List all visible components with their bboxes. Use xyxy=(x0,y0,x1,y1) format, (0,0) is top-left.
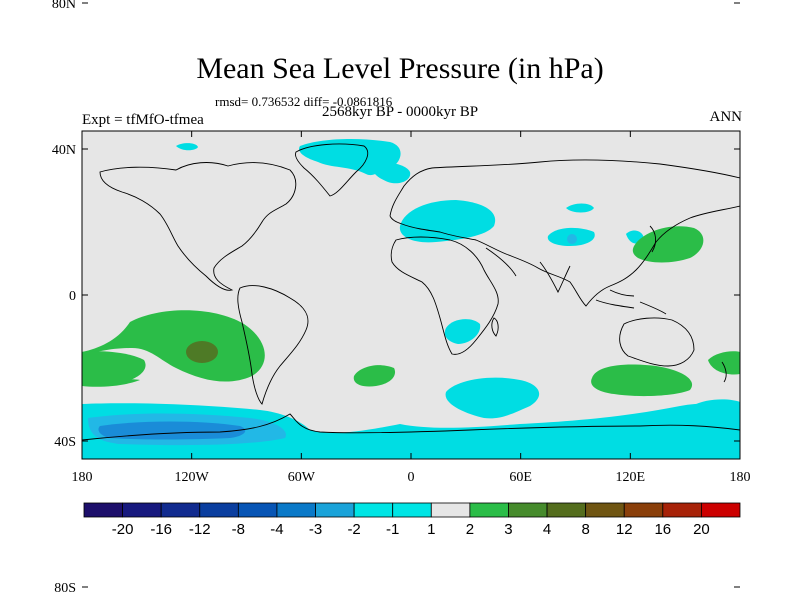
color-bar-swatch xyxy=(662,502,702,518)
color-bar-label: 16 xyxy=(654,521,671,538)
color-bar-label: -1 xyxy=(386,521,399,538)
color-bar-swatch xyxy=(83,502,123,518)
lon-tick-label: 120W xyxy=(175,470,210,485)
south-pacific-high-core xyxy=(186,341,218,363)
coast-africa xyxy=(390,236,499,355)
coast-greenland xyxy=(295,143,369,197)
coast-antarctica xyxy=(82,413,740,441)
color-bar-swatch xyxy=(353,502,394,518)
coast-south-america xyxy=(237,285,309,405)
southern-africa-low xyxy=(444,319,481,344)
color-bar-swatch xyxy=(392,502,432,518)
europe-mediterranean-low xyxy=(399,200,496,243)
alaska-low xyxy=(176,143,198,151)
lon-tick-label: 180 xyxy=(72,470,93,485)
color-bar-label: 2 xyxy=(466,521,474,538)
lon-tick-label: 180 xyxy=(730,470,751,485)
color-bar-label: -3 xyxy=(309,521,322,538)
color-bar-swatch xyxy=(199,502,239,518)
coast-se-asia xyxy=(595,289,667,315)
color-bar-label: -8 xyxy=(232,521,245,538)
coast-north-america xyxy=(99,162,297,291)
color-bar-swatch xyxy=(508,502,548,518)
color-bar-label: 20 xyxy=(693,521,710,538)
southern-ocean-anomaly xyxy=(82,403,740,459)
color-bar-swatch xyxy=(276,502,316,518)
lon-tick-label: 60E xyxy=(509,470,532,485)
stats-label: rmsd= 0.736532 diff= -0.0861816 xyxy=(215,94,393,109)
australia-south-high xyxy=(591,364,693,397)
color-bar-swatch xyxy=(160,502,201,518)
coast-madagascar xyxy=(491,317,499,337)
anomaly-fields xyxy=(82,138,740,459)
lon-tick-label: 120E xyxy=(616,470,646,485)
period-label: 2568kyr BP - 0000kyr BP xyxy=(322,104,479,120)
lat-tick-label: 80S xyxy=(54,581,76,596)
south-atlantic-high xyxy=(353,365,396,387)
latitude-axis: 80N 40N 0 40S 80S xyxy=(52,0,740,596)
coast-arabia-india xyxy=(485,247,571,294)
color-bar-swatch xyxy=(469,502,509,518)
lon-tick-label: 0 xyxy=(408,470,415,485)
color-bar-label: -16 xyxy=(150,521,172,538)
central-asia-low-core xyxy=(567,234,577,244)
lat-tick-label: 80N xyxy=(52,0,76,12)
ross-sea-low xyxy=(692,399,740,422)
color-bar-label: 8 xyxy=(581,521,589,538)
experiment-label: Expt = tfMfO-tfmea xyxy=(82,112,204,128)
color-bar-label: -2 xyxy=(347,521,360,538)
color-bar-swatch xyxy=(623,502,664,518)
season-label: ANN xyxy=(709,109,743,125)
coast-new-zealand xyxy=(721,361,727,383)
southwest-pacific-high xyxy=(708,351,740,375)
lat-tick-label: 40S xyxy=(54,435,76,450)
lat-tick-label: 0 xyxy=(69,289,76,304)
color-bar-label: 3 xyxy=(504,521,512,538)
longitude-axis: 180 120W 60W 0 60E 120E 180 xyxy=(72,131,751,485)
coast-australia xyxy=(619,317,695,367)
coast-eurasia xyxy=(389,159,740,307)
color-bar-swatch xyxy=(122,502,162,518)
color-bar-swatch xyxy=(430,502,471,518)
color-bar-swatch xyxy=(701,502,741,518)
color-bar-swatch xyxy=(585,502,625,518)
north-pacific-high xyxy=(632,226,704,263)
indian-ocean-low xyxy=(445,377,540,419)
color-bar: -20 -16 -12 -8 -4 -3 -2 -1 1 2 3 4 8 12 16 20 xyxy=(83,502,741,538)
color-bar-label: -4 xyxy=(270,521,283,538)
coastlines xyxy=(82,143,740,441)
coast-japan xyxy=(649,225,657,253)
color-bar-swatch xyxy=(546,502,587,518)
lat-tick-label: 40N xyxy=(52,143,76,158)
scandinavia-low xyxy=(371,162,411,184)
siberia-low xyxy=(566,203,594,213)
color-bar-label: 1 xyxy=(427,521,435,538)
south-pacific-high-west xyxy=(82,351,146,386)
color-bar-swatch xyxy=(315,502,355,518)
lon-tick-label: 60W xyxy=(288,470,316,485)
color-bar-label: -20 xyxy=(112,521,134,538)
color-bar-label: -12 xyxy=(189,521,211,538)
color-bar-swatch xyxy=(237,502,278,518)
map-title: Mean Sea Level Pressure (in hPa) xyxy=(196,52,604,85)
map-background xyxy=(82,131,740,459)
color-bar-label: 4 xyxy=(543,521,551,538)
color-bar-label: 12 xyxy=(616,521,633,538)
south-pacific-high xyxy=(82,310,265,387)
